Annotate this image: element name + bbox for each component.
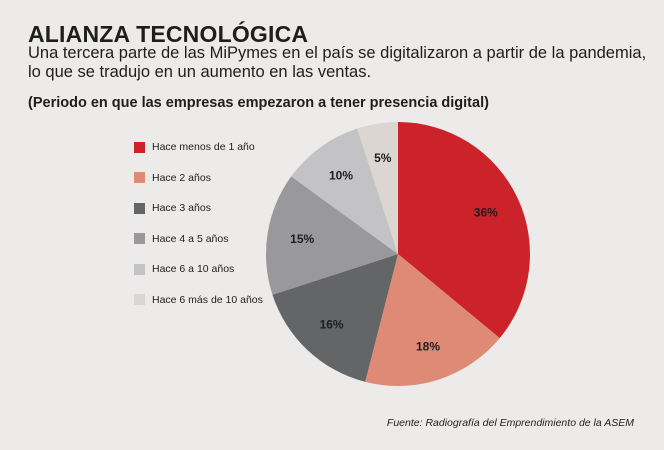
legend-swatch bbox=[134, 172, 145, 184]
legend-label: Hace 6 más de 10 años bbox=[152, 293, 263, 306]
slice-percent-label: 5% bbox=[374, 151, 392, 165]
legend-label: Hace 3 años bbox=[152, 202, 211, 215]
legend-label: Hace 4 a 5 años bbox=[152, 232, 229, 245]
pie-slice bbox=[357, 122, 398, 254]
legend: Hace menos de 1 año Hace 2 años Hace 3 a… bbox=[134, 140, 263, 324]
chart-subtitle: Una tercera parte de las MiPymes en el p… bbox=[28, 44, 647, 81]
legend-item: Hace 6 a 10 años bbox=[134, 262, 263, 276]
source-note: Fuente: Radiografía del Emprendimiento d… bbox=[386, 417, 634, 429]
legend-item: Hace menos de 1 año bbox=[134, 140, 263, 154]
legend-item: Hace 4 a 5 años bbox=[134, 232, 263, 246]
legend-label: Hace 2 años bbox=[152, 171, 211, 184]
legend-swatch bbox=[134, 141, 145, 153]
legend-swatch bbox=[134, 233, 145, 245]
chart-period-note: (Periodo en que las empresas empezaron a… bbox=[28, 95, 489, 111]
slice-percent-label: 15% bbox=[290, 232, 314, 246]
pie-slice bbox=[398, 122, 531, 339]
slice-percent-label: 18% bbox=[416, 339, 440, 353]
slice-percent-label: 10% bbox=[329, 169, 353, 183]
pie-slice bbox=[272, 254, 398, 382]
slice-percent-label: 16% bbox=[320, 318, 344, 332]
legend-swatch bbox=[134, 263, 145, 275]
chart-title: ALIANZA TECNOLÓGICA bbox=[28, 21, 309, 47]
slice-percent-label: 36% bbox=[474, 206, 498, 220]
pie-slice bbox=[291, 128, 398, 254]
legend-label: Hace 6 a 10 años bbox=[152, 263, 235, 276]
legend-item: Hace 6 más de 10 años bbox=[134, 293, 263, 307]
pie-slice bbox=[365, 254, 500, 386]
legend-item: Hace 3 años bbox=[134, 201, 263, 215]
legend-swatch bbox=[134, 294, 145, 306]
legend-item: Hace 2 años bbox=[134, 171, 263, 185]
legend-swatch bbox=[134, 202, 145, 214]
pie-slice bbox=[265, 176, 398, 295]
legend-label: Hace menos de 1 año bbox=[152, 141, 255, 153]
